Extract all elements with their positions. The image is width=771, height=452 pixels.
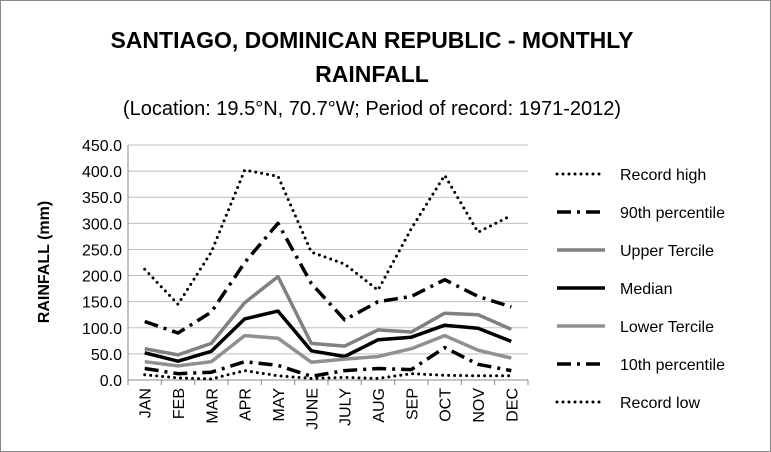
y-tick-label: 100.0 xyxy=(82,321,122,338)
x-tick-label: SEP xyxy=(404,388,421,420)
series-line-6 xyxy=(143,369,513,381)
chart-title-line-1: SANTIAGO, DOMINICAN REPUBLIC - MONTHLY xyxy=(110,27,633,53)
x-tick-label: AUG xyxy=(371,388,388,423)
x-tick-label: JULY xyxy=(338,388,355,426)
series-line-1 xyxy=(144,221,512,335)
x-tick-label: MAR xyxy=(204,388,221,424)
y-tick-label: 400.0 xyxy=(82,164,122,181)
series-line-2 xyxy=(144,274,513,357)
chart-title-line-2: RAINFALL xyxy=(315,61,429,87)
legend-entry-5: 10th percentile xyxy=(620,357,725,374)
series-line-4 xyxy=(144,333,512,368)
legend-entry-6: Record low xyxy=(620,395,700,412)
y-tick-label: 50.0 xyxy=(91,347,122,364)
x-tick-label: APR xyxy=(238,388,255,421)
grid-lines xyxy=(128,144,528,355)
y-tick-label: 150.0 xyxy=(82,295,122,312)
legend-entry-4: Lower Tercile xyxy=(620,319,714,336)
axes: 0.0 50.0 100.0 150.0 200.0 250.0 300.0 350.0 400… xyxy=(82,138,529,430)
series-line-3 xyxy=(144,309,512,363)
x-tick-label: DEC xyxy=(504,388,521,422)
y-tick-label: 250.0 xyxy=(82,242,122,259)
y-tick-label: 200.0 xyxy=(82,269,122,286)
x-tick-label: JUNE xyxy=(304,388,321,430)
y-tick-label: 450.0 xyxy=(82,138,122,155)
x-tick-label: OCT xyxy=(438,388,455,422)
legend-entry-1: 90th percentile xyxy=(620,205,725,222)
legend-entry-3: Median xyxy=(620,281,672,298)
chart-subtitle: (Location: 19.5°N, 70.7°W; Period of rec… xyxy=(123,98,621,120)
y-tick-label: 300.0 xyxy=(82,216,122,233)
legend-entry-2: Upper Tercile xyxy=(620,243,714,260)
series-lines xyxy=(143,168,513,381)
x-tick-label: FEB xyxy=(171,388,188,419)
legend: Record high 90th percentile Upper Tercile M… xyxy=(555,167,725,412)
y-tick-label: 0.0 xyxy=(100,373,122,390)
x-tick-label: JAN xyxy=(138,388,155,418)
y-tick-label: 350.0 xyxy=(82,190,122,207)
legend-entry-0: Record high xyxy=(620,167,706,184)
y-axis-label: RAINFALL (mm) xyxy=(36,201,53,323)
x-tick-label: NOV xyxy=(471,388,488,423)
series-line-0 xyxy=(143,168,513,306)
x-tick-label: MAY xyxy=(271,388,288,422)
series-line-5 xyxy=(144,345,512,379)
